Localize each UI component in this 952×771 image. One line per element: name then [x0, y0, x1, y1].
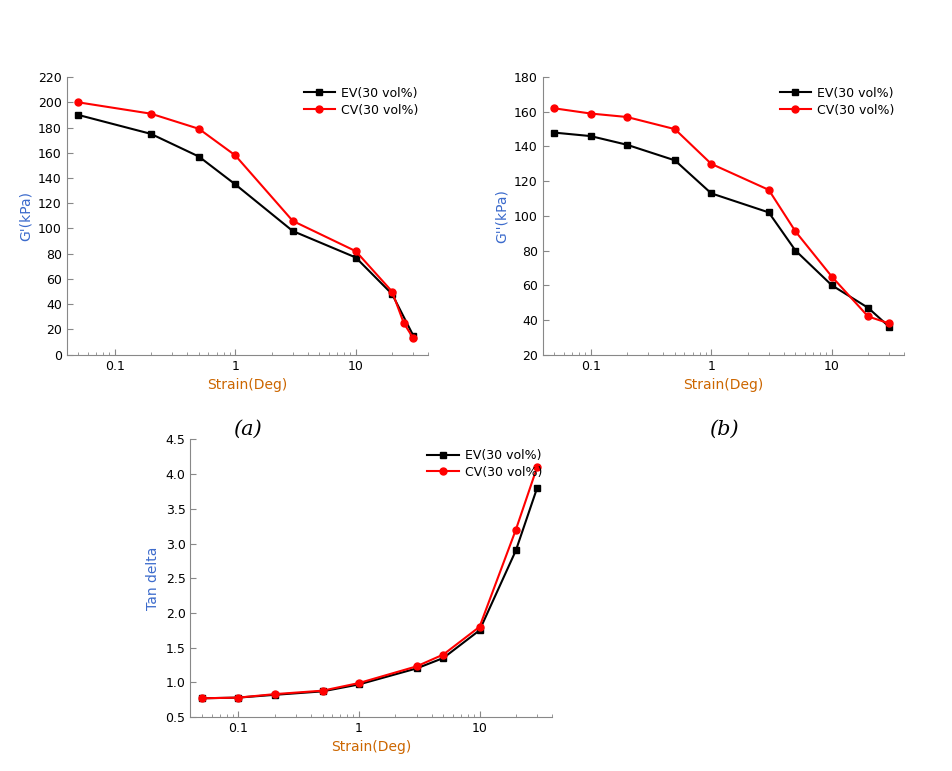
Line: EV(30 vol%): EV(30 vol%) [551, 129, 893, 331]
Text: (b): (b) [708, 420, 739, 439]
CV(30 vol%) [72, 98, 84, 107]
EV(30 vol%) [826, 281, 838, 290]
Legend: EV(30 vol%), CV(30 vol%): EV(30 vol%), CV(30 vol%) [424, 446, 545, 483]
CV(30 vol%) [510, 525, 522, 534]
EV(30 vol%) [863, 303, 874, 312]
EV(30 vol%) [585, 131, 596, 140]
CV(30 vol%) [229, 150, 241, 160]
Legend: EV(30 vol%), CV(30 vol%): EV(30 vol%), CV(30 vol%) [300, 83, 422, 120]
CV(30 vol%) [790, 227, 802, 236]
EV(30 vol%) [883, 322, 895, 332]
EV(30 vol%) [411, 664, 423, 673]
CV(30 vol%) [764, 185, 775, 194]
CV(30 vol%) [317, 686, 328, 695]
EV(30 vol%) [229, 180, 241, 189]
EV(30 vol%) [72, 110, 84, 120]
CV(30 vol%) [411, 662, 423, 671]
CV(30 vol%) [288, 217, 299, 226]
EV(30 vol%) [232, 693, 244, 702]
Line: CV(30 vol%): CV(30 vol%) [551, 105, 893, 327]
Line: EV(30 vol%): EV(30 vol%) [199, 484, 541, 702]
Line: CV(30 vol%): CV(30 vol%) [75, 99, 417, 342]
Text: (a): (a) [233, 420, 262, 439]
CV(30 vol%) [531, 463, 543, 472]
CV(30 vol%) [398, 318, 409, 328]
CV(30 vol%) [350, 247, 362, 256]
CV(30 vol%) [193, 124, 205, 133]
CV(30 vol%) [387, 287, 398, 296]
X-axis label: Strain(Deg): Strain(Deg) [684, 378, 764, 392]
Y-axis label: Tan delta: Tan delta [146, 547, 160, 610]
EV(30 vol%) [764, 207, 775, 217]
EV(30 vol%) [548, 128, 560, 137]
EV(30 vol%) [474, 626, 486, 635]
Legend: EV(30 vol%), CV(30 vol%): EV(30 vol%), CV(30 vol%) [776, 83, 898, 120]
EV(30 vol%) [531, 483, 543, 493]
EV(30 vol%) [387, 289, 398, 298]
CV(30 vol%) [232, 693, 244, 702]
EV(30 vol%) [317, 687, 328, 696]
EV(30 vol%) [146, 130, 157, 139]
Line: CV(30 vol%): CV(30 vol%) [199, 463, 541, 702]
X-axis label: Strain(Deg): Strain(Deg) [331, 740, 411, 755]
EV(30 vol%) [622, 140, 633, 150]
EV(30 vol%) [510, 546, 522, 555]
EV(30 vol%) [288, 227, 299, 236]
Y-axis label: G'(kPa): G'(kPa) [18, 191, 32, 241]
EV(30 vol%) [705, 189, 717, 198]
EV(30 vol%) [350, 253, 362, 262]
CV(30 vol%) [407, 334, 419, 343]
EV(30 vol%) [353, 680, 365, 689]
X-axis label: Strain(Deg): Strain(Deg) [208, 378, 288, 392]
Y-axis label: G''(kPa): G''(kPa) [494, 189, 508, 243]
EV(30 vol%) [790, 246, 802, 255]
EV(30 vol%) [269, 690, 281, 699]
CV(30 vol%) [548, 103, 560, 113]
EV(30 vol%) [407, 331, 419, 340]
CV(30 vol%) [826, 272, 838, 281]
CV(30 vol%) [585, 109, 596, 118]
Line: EV(30 vol%): EV(30 vol%) [75, 112, 417, 339]
CV(30 vol%) [438, 650, 449, 659]
CV(30 vol%) [705, 160, 717, 169]
CV(30 vol%) [622, 113, 633, 122]
CV(30 vol%) [146, 109, 157, 118]
CV(30 vol%) [669, 124, 681, 134]
CV(30 vol%) [269, 689, 281, 699]
CV(30 vol%) [196, 694, 208, 703]
EV(30 vol%) [438, 653, 449, 662]
CV(30 vol%) [883, 319, 895, 328]
EV(30 vol%) [669, 156, 681, 165]
CV(30 vol%) [353, 678, 365, 688]
CV(30 vol%) [474, 622, 486, 631]
CV(30 vol%) [863, 311, 874, 321]
EV(30 vol%) [193, 152, 205, 161]
EV(30 vol%) [196, 694, 208, 703]
